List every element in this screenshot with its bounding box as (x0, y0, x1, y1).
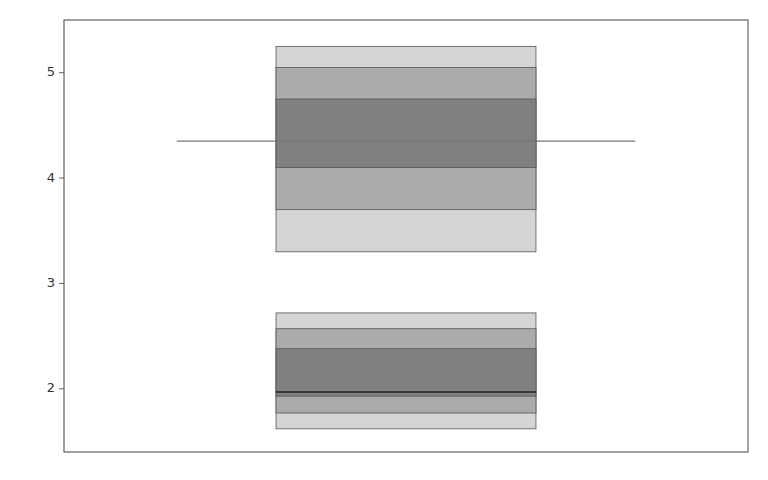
region-95 (276, 67, 536, 209)
y-tick (59, 388, 64, 389)
region-99 (276, 313, 536, 429)
y-tick-label: 5 (47, 64, 55, 79)
mode-line (276, 391, 536, 393)
y-tick-label: 4 (47, 170, 55, 185)
y-tick (59, 72, 64, 73)
frame (64, 20, 748, 452)
region-99 (276, 46, 536, 251)
region-50 (276, 99, 536, 167)
y-tick-label: 2 (47, 380, 55, 395)
mode-line (177, 141, 635, 142)
marks (177, 46, 635, 428)
y-tick (59, 178, 64, 179)
y-tick (59, 283, 64, 284)
plot-background (64, 20, 748, 452)
region-95 (276, 329, 536, 413)
y-tick-label: 3 (47, 275, 55, 290)
region-50 (276, 349, 536, 396)
chart: 2 3 4 5 (0, 0, 768, 480)
